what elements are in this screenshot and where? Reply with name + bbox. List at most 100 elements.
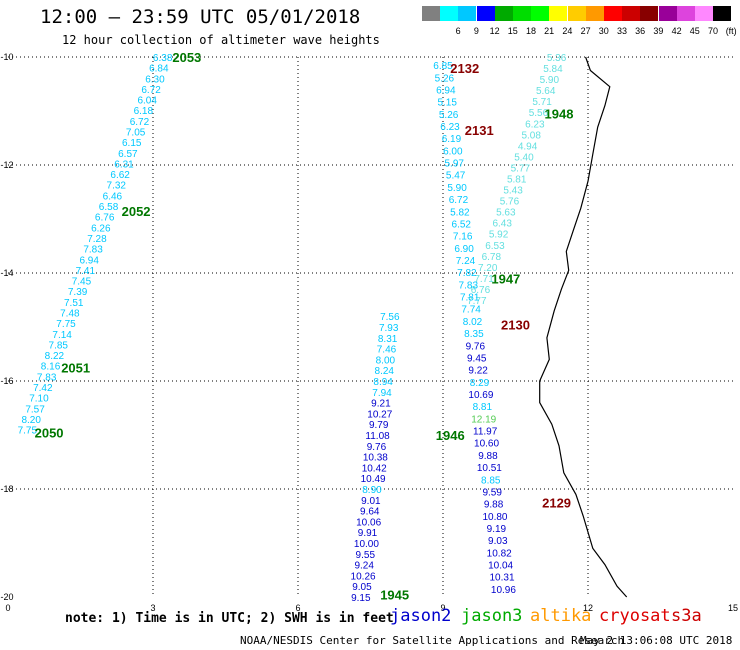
swh-value: 7.83 (459, 280, 479, 291)
footnote: note: 1) Time is in UTC; 2) SWH is in fe… (65, 611, 394, 626)
swh-value: 10.51 (477, 463, 502, 474)
swh-value: 7.83 (83, 245, 103, 256)
swh-value: 10.26 (351, 571, 376, 582)
swh-value: 7.32 (107, 181, 127, 192)
y-tick-label: -10 (0, 52, 13, 62)
swh-value: 7.57 (25, 404, 45, 415)
coastline (539, 56, 628, 598)
swh-value: 8.24 (375, 366, 395, 377)
swh-value: 9.79 (369, 420, 389, 431)
legend-label: 45 (689, 26, 700, 36)
swh-value: 7.56 (380, 312, 400, 323)
swh-value: 6.18 (134, 106, 154, 117)
legend-swatch (713, 6, 732, 21)
swh-value: 6.58 (99, 202, 119, 213)
swh-value: 10.80 (482, 512, 507, 523)
swh-value: 5.56 (529, 108, 549, 119)
swh-value: 8.90 (362, 485, 382, 496)
swh-value: 6.85 (433, 61, 453, 72)
swh-value: 8.81 (473, 402, 493, 413)
swh-value: 6.76 (95, 213, 115, 224)
swh-value: 10.60 (474, 439, 499, 450)
swh-value: 10.42 (362, 463, 387, 474)
swh-value: 7.46 (377, 345, 397, 356)
swh-value: 8.31 (378, 334, 398, 345)
swh-value: 6.72 (449, 195, 469, 206)
swh-value: 9.45 (467, 353, 487, 364)
swh-value: 5.76 (500, 197, 520, 208)
legend-swatch (622, 6, 641, 21)
swh-value: 9.22 (468, 366, 488, 377)
pass-time-label: 2050 (35, 425, 64, 440)
swh-value: 10.69 (468, 390, 493, 401)
swh-value: 8.16 (41, 362, 61, 373)
swh-value: 7.83 (37, 372, 57, 383)
swh-value: 9.21 (371, 399, 391, 410)
legend-label: 42 (671, 26, 682, 36)
swh-value: 10.38 (363, 453, 388, 464)
legend-label: 70 (707, 26, 718, 36)
swh-value: 9.64 (360, 507, 380, 518)
swh-value: 9.15 (351, 593, 371, 604)
swh-value: 7.05 (126, 128, 146, 139)
swh-value: 6.46 (103, 191, 123, 202)
swh-value: 7.41 (76, 266, 96, 277)
swh-value: 6.04 (137, 96, 157, 107)
swh-value: 12.19 (471, 414, 496, 425)
legend-label: 18 (525, 26, 536, 36)
swh-value: 7.94 (372, 388, 392, 399)
swh-value: 5.81 (507, 175, 527, 186)
swh-value: 7.81 (460, 293, 480, 304)
swh-value: 7.85 (49, 340, 69, 351)
swh-value: 6.23 (440, 122, 460, 133)
swh-value: 6.62 (110, 170, 130, 181)
swh-value: 5.15 (437, 98, 457, 109)
swh-value: 7.74 (461, 305, 481, 316)
x-tick-label: 3 (150, 603, 155, 613)
swh-value: 6.00 (443, 146, 463, 157)
swh-value: 7.14 (52, 330, 72, 341)
x-tick-label: 12 (583, 603, 593, 613)
swh-value: 11.97 (473, 427, 498, 438)
map-subtitle: 12 hour collection of altimeter wave hei… (62, 33, 380, 47)
swh-value: 9.24 (354, 561, 374, 572)
x-tick-label: 15 (728, 603, 738, 613)
swh-value: 5.92 (489, 230, 509, 241)
swh-value: 6.19 (442, 134, 462, 145)
swh-value: 6.90 (454, 244, 474, 255)
y-tick-label: -18 (0, 484, 13, 494)
pass-time-label: 2052 (122, 204, 151, 219)
swh-value: 10.49 (361, 474, 386, 485)
swh-value: 7.20 (478, 263, 498, 274)
swh-value: 6.43 (492, 219, 512, 230)
legend-swatch (494, 6, 513, 21)
pass-time-label: 2131 (465, 123, 494, 138)
swh-value: 7.77 (467, 296, 487, 307)
swh-value: 9.01 (361, 496, 381, 507)
swh-value: 8.29 (470, 378, 490, 389)
legend-swatch (676, 6, 695, 21)
swh-value: 9.91 (358, 528, 378, 539)
legend-label: 36 (635, 26, 646, 36)
swh-value: 7.51 (64, 298, 84, 309)
y-tick-label: -16 (0, 376, 13, 386)
legend-label: 21 (544, 26, 555, 36)
legend-label: 6 (455, 26, 461, 36)
pass-time-label: 2129 (542, 496, 571, 511)
legend-label: 27 (580, 26, 591, 36)
legend-swatch (513, 6, 531, 21)
swh-value: 8.35 (464, 329, 484, 340)
legend-swatch (695, 6, 713, 21)
satellite-name: s3a (671, 606, 702, 626)
swh-value: 5.26 (439, 110, 459, 121)
credit-text: NOAA/NESDIS Center for Satellite Applica… (240, 634, 625, 647)
swh-value: 5.82 (450, 207, 470, 218)
pass-time-label: 1947 (491, 271, 520, 286)
legend-swatch (440, 6, 459, 21)
swh-value: 5.64 (536, 86, 556, 97)
legend-label: (ft) (725, 26, 737, 36)
swh-value: 9.03 (488, 536, 508, 547)
swh-value: 10.06 (356, 517, 381, 528)
pass-time-label: 1946 (436, 428, 465, 443)
swh-value: 5.90 (447, 183, 467, 194)
